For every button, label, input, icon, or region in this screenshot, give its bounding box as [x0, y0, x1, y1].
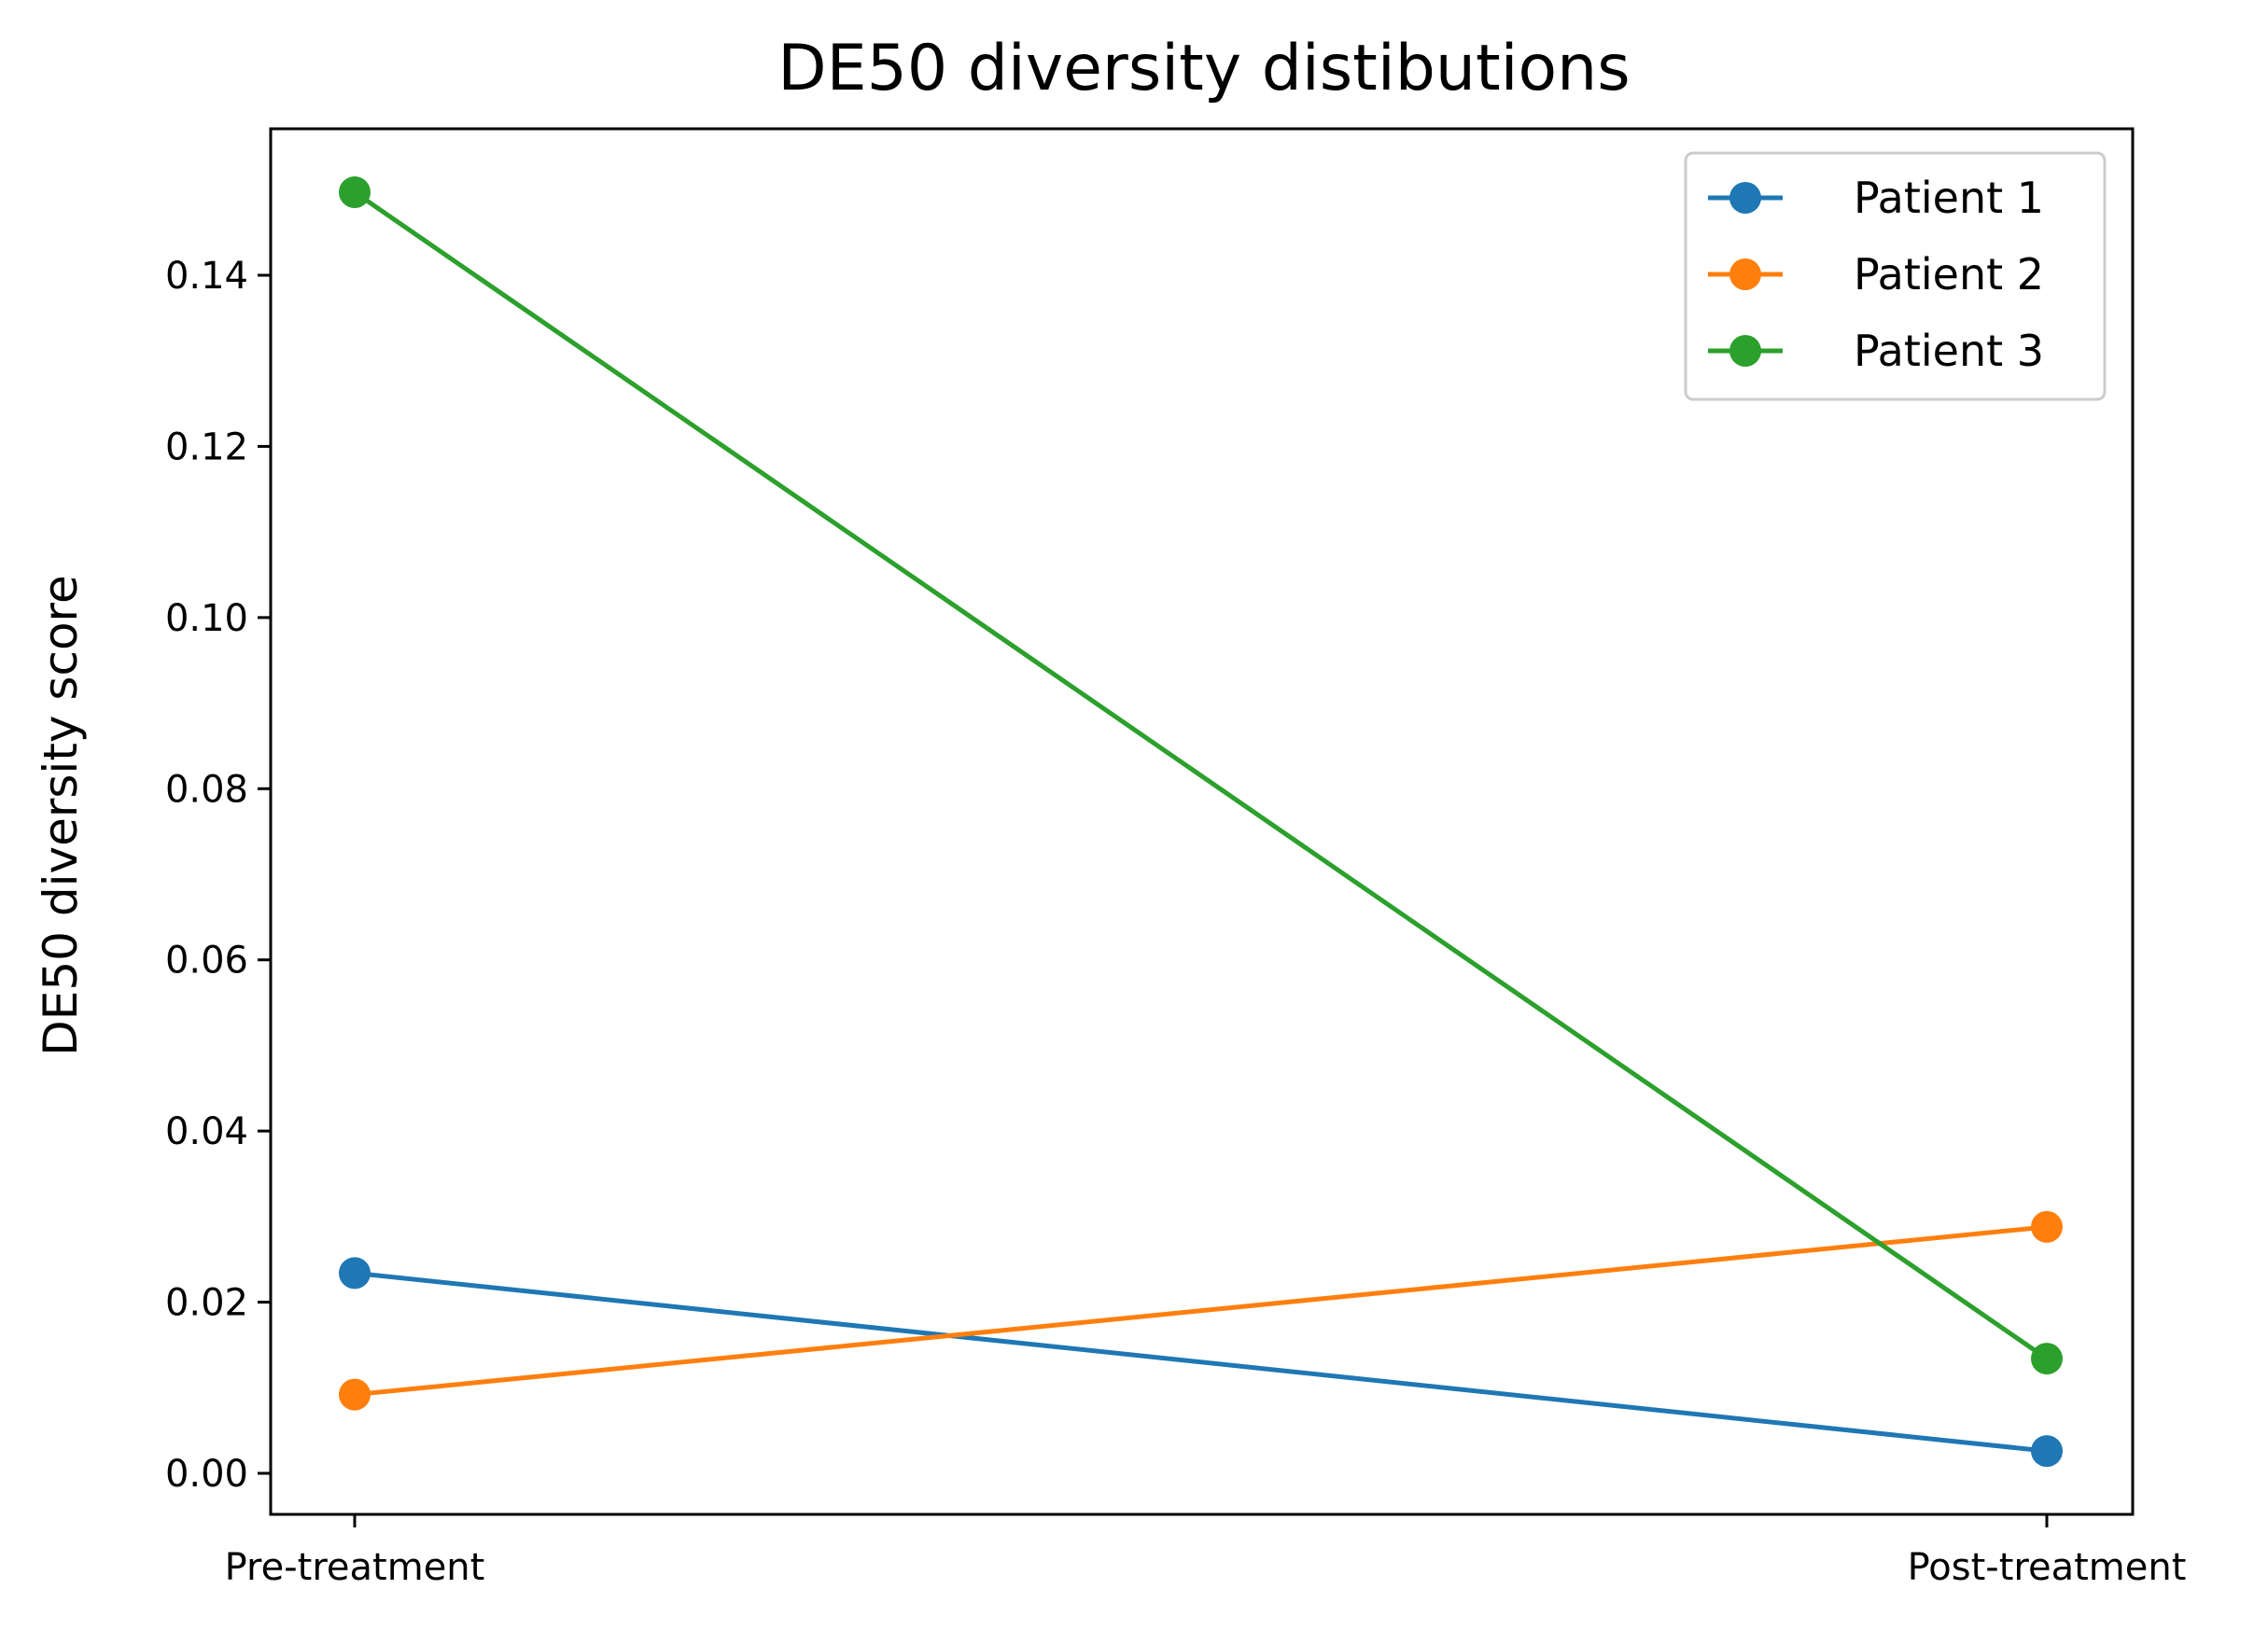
- legend-label: Patient 1: [1854, 173, 2044, 223]
- x-tick-label: Post-treatment: [1908, 1546, 2187, 1589]
- chart-title: DE50 diversity distibutions: [777, 32, 1630, 105]
- series-2: [339, 1210, 2063, 1411]
- legend-box: [1684, 151, 2107, 401]
- x-axis-ticks: Pre-treatment Post-treatment: [225, 1514, 2187, 1589]
- series-line: [354, 1224, 2048, 1398]
- y-tick-label: 0.00: [165, 1453, 248, 1496]
- data-point: [2031, 1343, 2063, 1375]
- series-line: [354, 1270, 2048, 1454]
- y-tick-label: 0.06: [165, 940, 248, 983]
- x-tick-label: Pre-treatment: [225, 1546, 485, 1589]
- data-point: [339, 1257, 371, 1289]
- legend-entry: Patient 1: [1708, 173, 2044, 223]
- y-tick-label: 0.14: [165, 255, 248, 298]
- y-tick-label: 0.02: [165, 1282, 248, 1325]
- series-line: [353, 189, 2049, 1361]
- legend: Patient 1 Patient 2 Patient 3: [1684, 151, 2107, 401]
- data-point: [2031, 1210, 2063, 1243]
- data-point: [339, 176, 371, 209]
- y-tick-label: 0.12: [165, 425, 248, 468]
- plot-frame: [269, 127, 2135, 1516]
- legend-marker: [1729, 182, 1761, 214]
- legend-entry: Patient 3: [1708, 326, 2044, 376]
- y-tick-label: 0.08: [165, 768, 248, 811]
- series-layer: [339, 176, 2063, 1468]
- y-tick-label: 0.04: [165, 1110, 248, 1153]
- legend-marker: [1729, 335, 1761, 367]
- legend-label: Patient 3: [1854, 326, 2044, 376]
- y-axis-ticks: 0.00 0.02 0.04 0.06 0.08 0.10 0.12 0.14: [165, 255, 271, 1496]
- y-axis-label: DE50 diversity score: [34, 575, 88, 1056]
- legend-marker: [1729, 258, 1761, 290]
- series-1: [339, 1257, 2063, 1468]
- legend-entry: Patient 2: [1708, 249, 2044, 300]
- y-tick-label: 0.10: [165, 597, 248, 640]
- series-3: [339, 176, 2063, 1375]
- data-point: [2031, 1435, 2063, 1468]
- data-point: [339, 1378, 371, 1411]
- legend-label: Patient 2: [1854, 249, 2044, 300]
